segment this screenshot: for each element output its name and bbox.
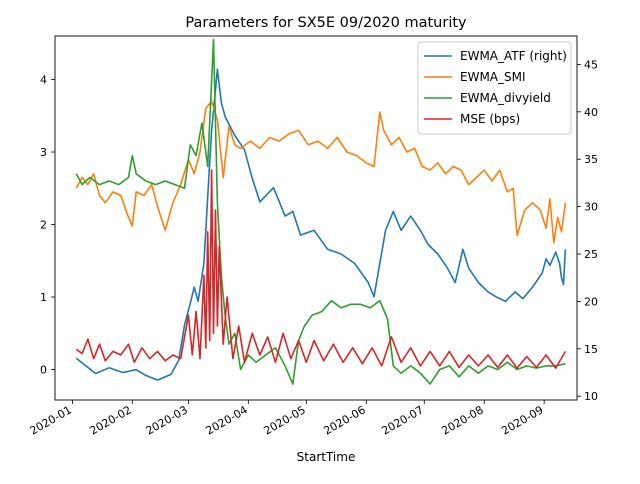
- y-left-tick-label-2: 2: [40, 219, 47, 232]
- x-tick-label-7: 2020-08: [439, 403, 485, 437]
- x-tick-label-1: 2020-02: [88, 403, 134, 437]
- x-tick-label-3: 2020-04: [204, 403, 250, 437]
- series-line-3: [75, 169, 567, 369]
- x-axis-label: StartTime: [297, 450, 356, 464]
- chart-title: Parameters for SX5E 09/2020 maturity: [185, 15, 467, 31]
- legend-label-2: EWMA_divyield: [460, 91, 551, 105]
- series-layer: [75, 38, 567, 385]
- legend: EWMA_ATF (right) EWMA_SMI EWMA_divyield MSE…: [417, 41, 572, 135]
- legend-label-3: MSE (bps): [460, 112, 520, 126]
- plot-frame: [54, 35, 578, 401]
- y-right-tick-label-6: 40: [584, 106, 598, 119]
- x-tick-label-2: 2020-03: [144, 403, 190, 437]
- series-line-0: [75, 68, 567, 381]
- y-right-tick-label-4: 30: [584, 201, 598, 214]
- legend-box: [417, 41, 572, 135]
- x-tick-label-5: 2020-06: [321, 403, 367, 437]
- series-line-1: [75, 100, 567, 244]
- legend-label-1: EWMA_SMI: [460, 70, 526, 84]
- x-tick-label-0: 2020-01: [28, 403, 74, 437]
- y-left-tick-label-3: 3: [40, 146, 47, 159]
- legend-label-0: EWMA_ATF (right): [460, 49, 567, 63]
- x-tick-label-8: 2020-09: [499, 403, 545, 437]
- x-tick-label-4: 2020-05: [262, 403, 308, 437]
- y-left-tick-label-1: 1: [40, 291, 47, 304]
- y-right-tick-label-5: 35: [584, 153, 598, 166]
- series-line-2: [75, 38, 566, 385]
- y-right-tick-label-2: 20: [584, 295, 598, 308]
- y-left-tick-label-0: 0: [40, 364, 47, 377]
- y-left-tick-label-4: 4: [40, 74, 47, 87]
- y-right-tick-label-7: 45: [584, 58, 598, 71]
- y-right-tick-label-0: 10: [584, 390, 598, 403]
- x-tick-label-6: 2020-07: [379, 403, 425, 437]
- y-right-tick-label-1: 15: [584, 343, 598, 356]
- y-right-tick-label-3: 25: [584, 248, 598, 261]
